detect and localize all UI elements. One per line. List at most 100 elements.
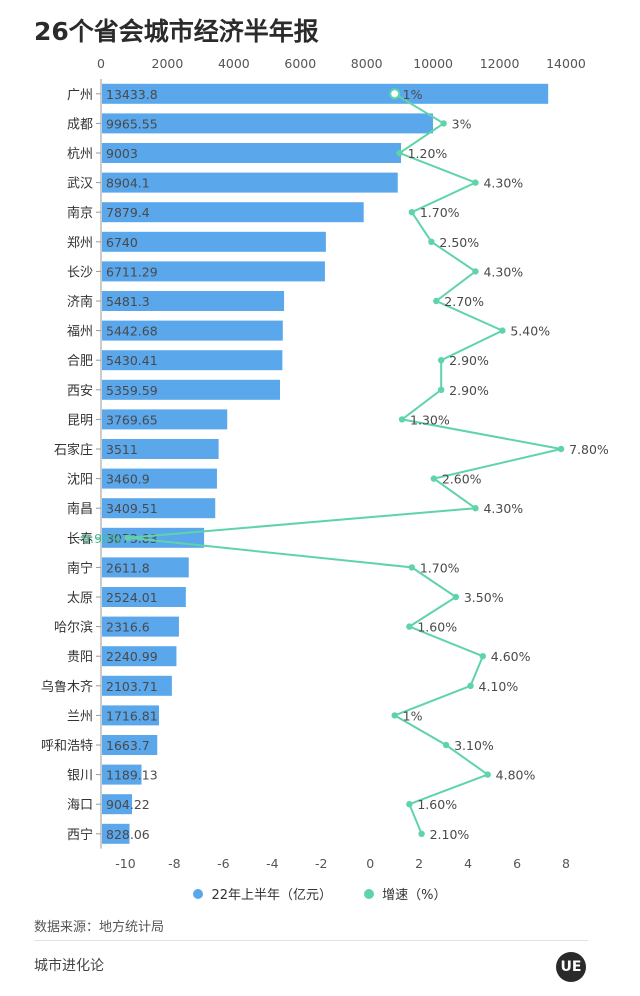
growth-point — [428, 238, 435, 245]
bar-value-label: 3409.51 — [106, 501, 158, 516]
bar — [102, 705, 160, 726]
growth-value-label: 1.60% — [417, 620, 457, 635]
bar — [102, 616, 179, 637]
bar-value-label: 2524.01 — [106, 590, 158, 605]
bar — [102, 439, 219, 459]
bar — [102, 202, 364, 223]
bar — [102, 675, 172, 696]
bar — [102, 498, 216, 519]
growth-point — [389, 88, 401, 100]
growth-point — [406, 623, 413, 630]
bottom-tick-label: 4 — [464, 856, 472, 871]
growth-value-label: 4.80% — [496, 768, 536, 783]
growth-value-label: 4.60% — [491, 649, 531, 664]
category-label: 哈尔滨 — [54, 620, 93, 636]
bar-value-label: 1189.13 — [106, 768, 158, 783]
legend-bar-swatch — [193, 888, 204, 899]
growth-value-label: 1.30% — [410, 412, 450, 427]
growth-value-label: 2.50% — [439, 235, 479, 250]
top-tick-label: 12000 — [480, 56, 520, 71]
growth-point — [467, 682, 474, 689]
bar — [102, 113, 433, 134]
growth-value-label: 2.70% — [444, 294, 484, 309]
bar-value-label: 1716.81 — [106, 708, 158, 723]
bar-value-label: 9965.55 — [106, 116, 158, 131]
bar — [102, 409, 228, 430]
bar — [102, 735, 158, 755]
growth-value-label: 1.70% — [420, 205, 460, 220]
bottom-tick-label: 8 — [562, 856, 570, 871]
bottom-tick-label: 2 — [415, 856, 423, 871]
growth-value-label: 3.50% — [464, 590, 504, 605]
category-label: 长沙 — [67, 265, 93, 280]
combo-chart: 0 2000 4000 6000 8000 10000 12000 14000 -10 -8 -6 -… — [41, 56, 609, 871]
growth-point — [408, 209, 416, 216]
bar-value-label: 5359.59 — [106, 383, 158, 398]
growth-point — [442, 741, 450, 749]
legend-line-label: 增速（%） — [382, 888, 447, 903]
growth-line — [127, 92, 562, 835]
category-label: 长春 — [67, 532, 93, 547]
growth-value-label: 3.10% — [454, 738, 494, 753]
category-label: 杭州 — [67, 147, 93, 162]
bar-value-label: 2611.8 — [106, 560, 150, 575]
growth-point — [398, 416, 406, 423]
bar — [102, 83, 549, 104]
bar-value-label: 3769.65 — [106, 412, 158, 427]
bar-value-label: 6740 — [106, 235, 138, 250]
growth-value-label: 4.30% — [483, 176, 523, 191]
bar-value-label: 5442.68 — [106, 324, 158, 339]
bar-value-label: 5430.41 — [106, 353, 158, 368]
category-label: 南昌 — [67, 501, 93, 517]
growth-point — [472, 268, 479, 275]
growth-point — [430, 475, 438, 482]
bar — [102, 587, 186, 607]
legend-line-swatch — [364, 888, 375, 899]
bar — [102, 379, 281, 400]
growth-point — [418, 830, 425, 837]
category-label: 成都 — [67, 117, 93, 132]
growth-point — [440, 120, 447, 127]
bar — [102, 143, 402, 163]
growth-point — [124, 534, 132, 541]
growth-value-label: 7.80% — [569, 442, 609, 457]
growth-value-label: 2.90% — [449, 383, 489, 398]
growth-point — [557, 445, 565, 453]
legend-item-bar[interactable]: 22年上半年（亿元） — [193, 884, 332, 903]
category-label: 昆明 — [67, 413, 93, 428]
category-label: 西宁 — [67, 827, 93, 843]
growth-point — [437, 357, 445, 364]
top-tick-label: 6000 — [284, 56, 316, 71]
legend-bar-label: 22年上半年（亿元） — [211, 888, 333, 903]
bottom-tick-label: 6 — [513, 856, 521, 871]
growth-point — [472, 179, 479, 186]
top-tick-label: 2000 — [152, 56, 184, 71]
legend-item-line[interactable]: 增速（%） — [364, 884, 447, 903]
bar-value-label: 1663.7 — [106, 738, 150, 753]
growth-value-label: -9.90% — [78, 531, 122, 546]
bar — [102, 291, 285, 311]
growth-point — [484, 771, 491, 778]
growth-value-label: 1.60% — [417, 797, 457, 812]
divider — [34, 940, 588, 941]
brand-name: 城市进化论 — [34, 958, 104, 974]
category-label: 武汉 — [67, 177, 93, 192]
category-label: 乌鲁木齐 — [41, 679, 93, 695]
bar-value-label: 8904.1 — [106, 176, 150, 191]
bar-value-label: 2240.99 — [106, 649, 158, 664]
bar — [102, 468, 217, 489]
bar-value-label: 7879.4 — [106, 205, 150, 220]
bar-value-label: 2103.71 — [106, 679, 158, 694]
bar — [102, 646, 177, 667]
category-label: 郑州 — [67, 236, 93, 251]
category-label: 广州 — [67, 88, 93, 103]
bar — [102, 261, 325, 282]
growth-point — [472, 505, 479, 512]
page-title: 26个省会城市经济半年报 — [34, 17, 319, 46]
bottom-tick-label: -2 — [315, 856, 327, 871]
bottom-tick-label: -6 — [217, 856, 230, 871]
brand-logo: UE — [556, 952, 586, 982]
category-label: 南宁 — [67, 560, 93, 576]
bar-value-label: 904.22 — [106, 797, 150, 812]
category-label: 呼和浩特 — [41, 739, 93, 754]
